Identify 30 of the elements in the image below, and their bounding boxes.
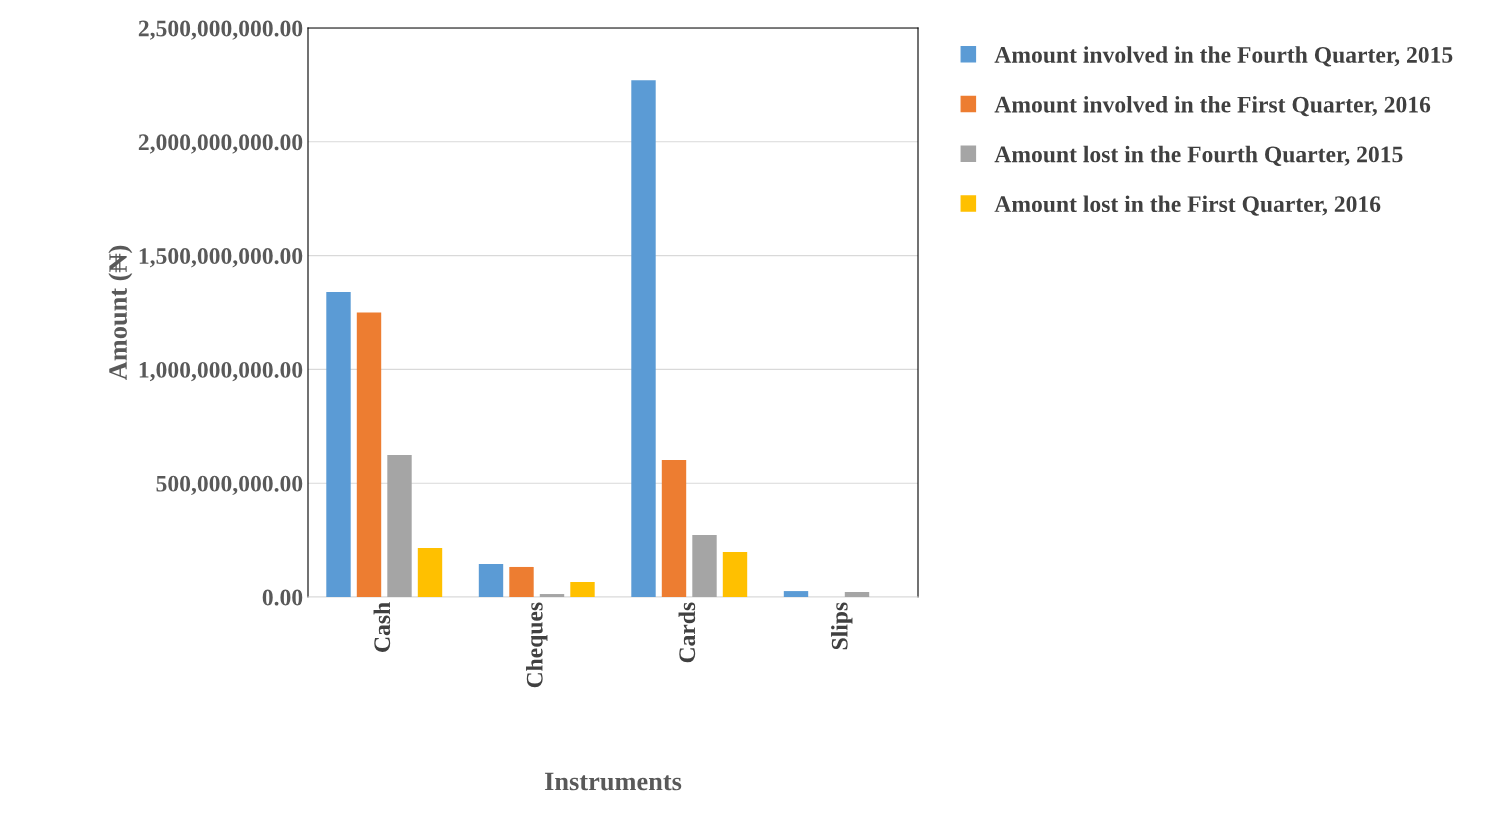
y-axis-title: Amount (₦): [108, 245, 133, 381]
bar: [844, 591, 870, 597]
bar: [509, 566, 534, 597]
bar: [631, 80, 656, 597]
legend-label: Amount lost in the First Quarter, 2016: [994, 195, 1381, 216]
legend-label: Amount involved in the First Quarter, 2016: [994, 96, 1431, 117]
y-tick-label: 1,000,000,000.00: [139, 361, 303, 382]
bar: [417, 548, 443, 597]
x-tick-label: Slips: [831, 602, 853, 650]
bar: [783, 591, 809, 597]
x-tick-label: Cards: [678, 602, 696, 663]
bar: [722, 551, 748, 597]
y-tick-label: 0.00: [262, 589, 303, 606]
x-axis-title: Instruments: [544, 772, 682, 791]
bar: [387, 454, 412, 597]
legend-label: Amount involved in the Fourth Quarter, 2015: [994, 46, 1453, 67]
bar: [661, 459, 687, 597]
bar: [539, 594, 565, 597]
x-tick-label: Cheques: [526, 602, 548, 688]
bar: [570, 581, 595, 597]
bar: [326, 292, 351, 597]
bar: [356, 312, 382, 597]
y-tick-label: 2,500,000,000.00: [138, 20, 303, 40]
y-tick-label: 2,000,000,000.00: [138, 134, 303, 154]
y-tick-label: 500,000,000.00: [156, 475, 303, 496]
bar: [692, 535, 717, 597]
x-tick-label: Cash: [373, 602, 391, 652]
y-tick-label: 1,500,000,000.00: [139, 248, 303, 268]
legend-label: Amount lost in the Fourth Quarter, 2015: [994, 145, 1403, 166]
bar: [478, 564, 504, 597]
